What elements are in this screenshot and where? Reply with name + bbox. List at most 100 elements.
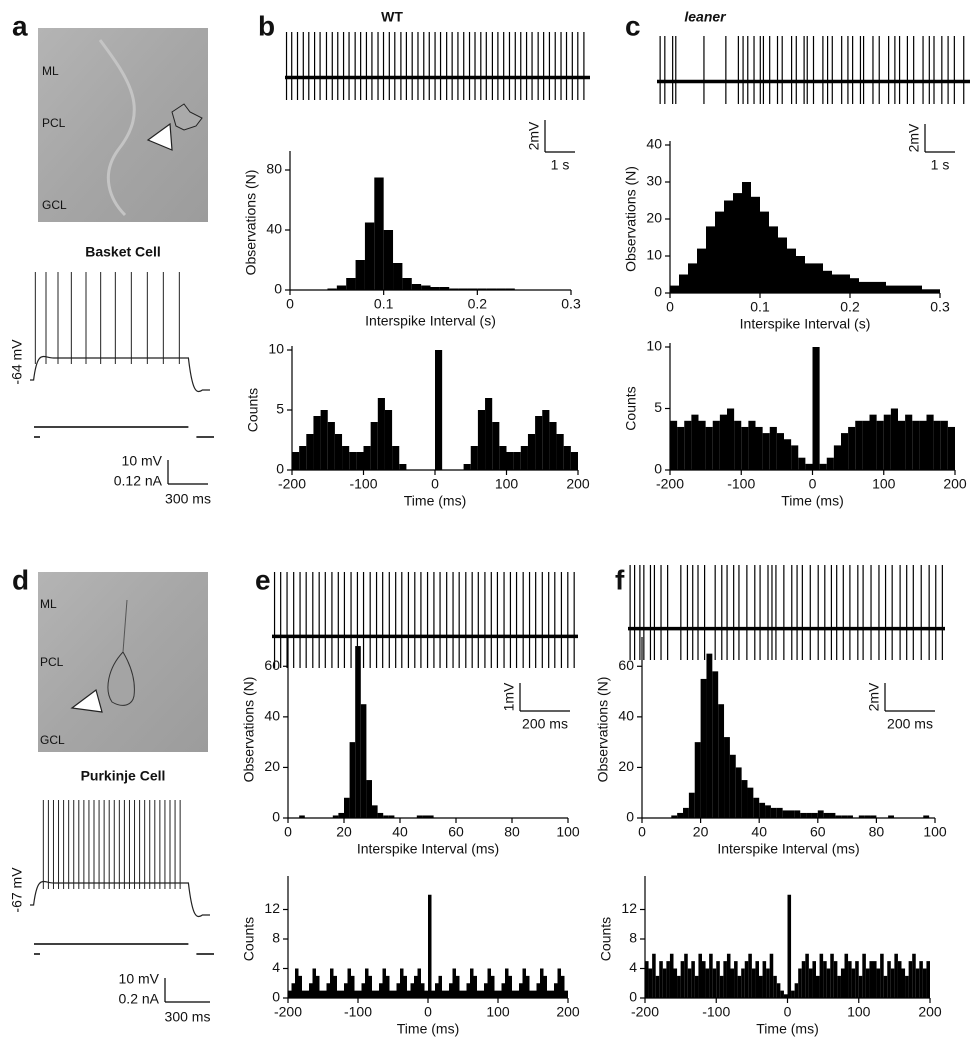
- bar: [833, 445, 841, 470]
- bar: [411, 284, 422, 290]
- y-tick-label: 20: [646, 210, 662, 226]
- bar: [734, 961, 738, 998]
- bar: [762, 433, 770, 470]
- bar: [848, 426, 856, 470]
- x-tick-label: 200: [566, 476, 590, 492]
- x-tick-label: 20: [336, 824, 352, 840]
- bar: [536, 983, 540, 998]
- bar: [765, 805, 771, 818]
- scale-y-label: 1mV: [501, 682, 517, 711]
- bar: [922, 289, 931, 293]
- bar: [826, 457, 834, 470]
- bar: [741, 968, 745, 998]
- y-tick-label: 80: [266, 161, 282, 177]
- x-axis-label: Time (ms): [781, 493, 843, 509]
- bar: [298, 975, 302, 998]
- y-tick-label: 40: [266, 221, 282, 237]
- panel-letter: f: [615, 564, 625, 595]
- bar: [466, 983, 470, 998]
- bar: [691, 961, 695, 998]
- bar: [759, 975, 763, 998]
- bar: [766, 968, 770, 998]
- bar: [787, 894, 792, 998]
- bar: [374, 177, 384, 290]
- bar: [564, 990, 568, 998]
- bar: [869, 961, 873, 998]
- bar: [922, 968, 927, 998]
- image-label: ML: [42, 64, 59, 78]
- scale-x-label: 200 ms: [522, 716, 568, 732]
- bar: [288, 990, 292, 998]
- bar: [830, 953, 834, 998]
- scale-x-label: 1 s: [931, 157, 950, 173]
- bar: [858, 815, 865, 818]
- bar: [915, 968, 920, 998]
- bar: [805, 953, 809, 998]
- scale-y-label: 2mV: [526, 121, 542, 150]
- bar: [706, 226, 715, 293]
- bar: [877, 281, 886, 293]
- bar: [919, 961, 923, 998]
- bar: [670, 420, 678, 470]
- bar: [414, 975, 418, 998]
- bar: [876, 420, 884, 470]
- panel-letter: a: [12, 10, 28, 41]
- y-tick-label: 10: [268, 341, 284, 357]
- bar: [748, 420, 756, 470]
- y-tick-label: 0: [276, 461, 284, 477]
- bar: [319, 990, 323, 998]
- bar: [770, 807, 777, 818]
- bar: [679, 274, 688, 293]
- bar: [344, 983, 348, 998]
- membrane-trace: [30, 880, 210, 918]
- bar: [898, 420, 906, 470]
- scale-i-label: 0.2 nA: [119, 991, 160, 1007]
- bar: [505, 968, 509, 998]
- bar: [470, 968, 474, 998]
- bar: [883, 975, 888, 998]
- bar: [400, 968, 404, 998]
- bar: [316, 975, 320, 998]
- bar: [683, 807, 689, 818]
- bar: [333, 975, 337, 998]
- scale-x-label: 300 ms: [165, 1009, 211, 1025]
- bar: [755, 426, 763, 470]
- bar: [561, 975, 565, 998]
- x-tick-label: 200: [943, 476, 967, 492]
- y-tick-label: 60: [618, 657, 634, 673]
- bar: [402, 278, 412, 290]
- bar: [800, 812, 807, 818]
- x-tick-label: -100: [727, 476, 755, 492]
- bar: [684, 420, 692, 470]
- bar: [687, 968, 692, 998]
- bar: [439, 287, 450, 290]
- bar: [773, 975, 777, 998]
- bar: [870, 815, 877, 818]
- bar: [796, 256, 805, 293]
- bar: [826, 968, 831, 998]
- y-tick-label: 0: [272, 989, 280, 1005]
- bar: [470, 446, 478, 470]
- bar: [410, 983, 414, 998]
- bar: [506, 452, 514, 470]
- panel-title: leaner: [684, 9, 727, 25]
- bar: [913, 285, 922, 293]
- panel-title: Purkinje Cell: [81, 768, 166, 784]
- bar: [542, 410, 550, 470]
- bar: [554, 983, 558, 998]
- x-tick-label: 0: [809, 476, 817, 492]
- bar: [776, 807, 783, 818]
- y-tick-label: 10: [646, 338, 662, 354]
- bar: [901, 968, 906, 998]
- bar: [487, 968, 491, 998]
- bar: [669, 953, 674, 998]
- bar: [905, 414, 913, 470]
- bar: [396, 983, 400, 998]
- scale-y-label: 10 mV: [119, 971, 160, 987]
- bar: [407, 990, 411, 998]
- bar: [798, 457, 806, 470]
- panel-letter: b: [258, 10, 275, 41]
- bar: [473, 975, 477, 998]
- cell-outline: [171, 103, 203, 131]
